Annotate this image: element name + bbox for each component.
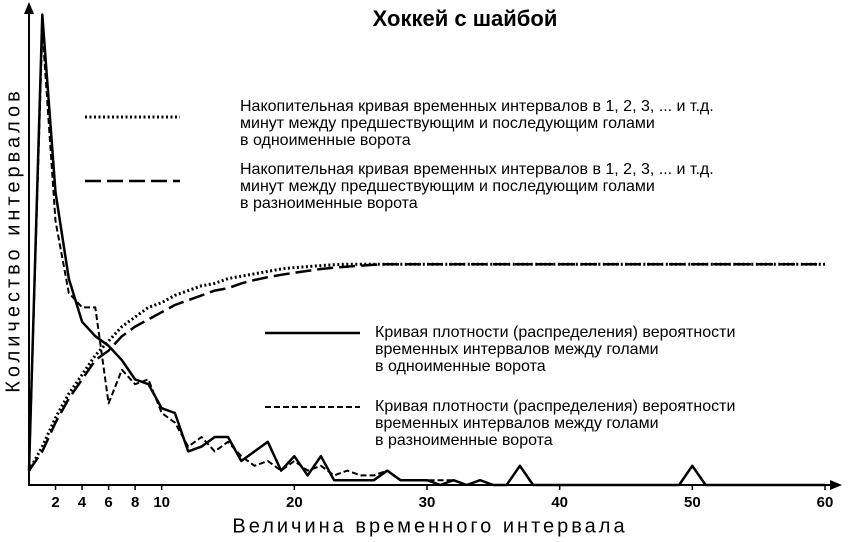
legend-label: Накопительная кривая временных интервало… [240, 161, 714, 212]
x-tick-label: 10 [153, 494, 170, 511]
x-tick-label: 30 [419, 494, 436, 511]
x-tick-label: 50 [684, 494, 701, 511]
legend-label: Кривая плотности (распределения) вероятн… [375, 324, 736, 375]
x-arrow [830, 480, 842, 490]
x-tick-label: 40 [551, 494, 568, 511]
x-tick-label: 60 [817, 494, 834, 511]
legend-label: Накопительная кривая временных интервало… [240, 98, 714, 149]
legend-label: Кривая плотности (распределения) вероятн… [375, 398, 736, 449]
x-tick-label: 2 [51, 494, 59, 511]
series-line [27, 262, 825, 472]
x-tick-label: 4 [78, 494, 87, 511]
x-tick-label: 8 [131, 494, 139, 511]
y-axis-label: Количество интервалов [2, 87, 24, 393]
series-line [28, 28, 825, 486]
series-line [27, 13, 825, 487]
x-tick-label: 20 [286, 494, 303, 511]
x-axis-label: Величина временного интервала [232, 515, 627, 537]
chart-title: Хоккей с шайбой [373, 6, 558, 31]
x-tick-label: 6 [104, 494, 112, 511]
y-arrow [24, 2, 34, 14]
